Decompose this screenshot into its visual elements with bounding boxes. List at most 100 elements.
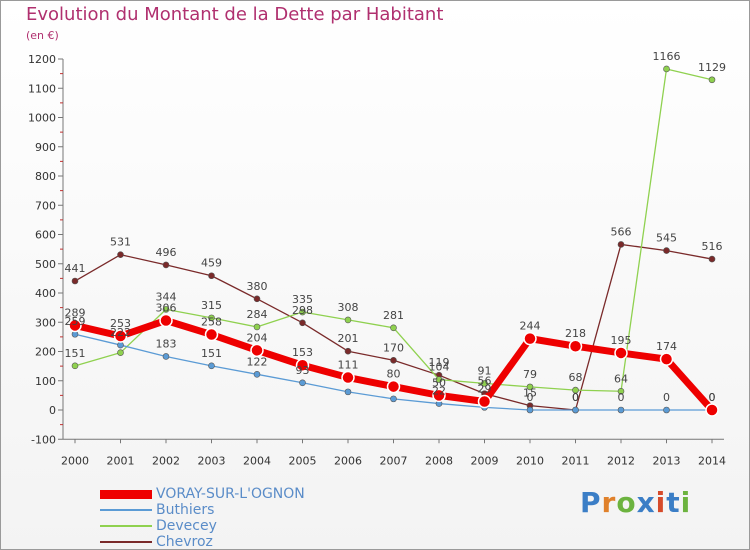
logo-letter: i: [655, 486, 667, 519]
data-point: [663, 406, 670, 414]
data-label: 50: [432, 376, 446, 389]
data-label: 153: [292, 346, 313, 359]
data-label: 204: [247, 331, 268, 344]
data-point: [481, 380, 488, 387]
legend-swatch: [100, 525, 152, 527]
y-tick-label: 1100: [28, 82, 56, 95]
data-label: 306: [156, 301, 177, 314]
logo-letter: P: [580, 486, 602, 519]
x-tick-label: 2002: [152, 454, 180, 467]
x-tick-label: 2009: [471, 454, 499, 467]
data-label: 56: [478, 375, 492, 388]
data-label: 218: [565, 327, 586, 340]
data-point: [299, 308, 306, 316]
data-label: 79: [523, 368, 537, 381]
data-label: 1129: [698, 61, 726, 74]
data-point: [568, 339, 583, 353]
data-point: [708, 255, 716, 263]
logo-letter: i: [680, 486, 692, 519]
data-label: 315: [201, 299, 222, 312]
legend-label: Chevroz: [156, 534, 213, 550]
data-point: [253, 295, 261, 303]
x-tick-label: 2008: [425, 454, 453, 467]
data-label: 93: [296, 364, 310, 377]
data-label: 380: [247, 280, 268, 293]
data-label: 344: [156, 290, 177, 303]
data-point: [617, 406, 625, 414]
data-point: [68, 318, 82, 333]
data-label: 308: [338, 301, 359, 314]
data-label: 183: [156, 337, 177, 350]
data-point: [435, 376, 443, 383]
x-tick-label: 2013: [653, 454, 681, 467]
data-point: [117, 341, 124, 349]
legend-item: Chevroz: [100, 534, 305, 550]
data-label: 258: [201, 316, 222, 329]
y-tick-label: 700: [35, 199, 56, 212]
data-label: 151: [201, 347, 222, 360]
data-label: 0: [618, 391, 625, 404]
data-label: 0: [572, 391, 579, 404]
data-label: 0: [709, 391, 716, 404]
data-label: 289: [65, 306, 86, 319]
data-label: 122: [247, 355, 268, 368]
legend-swatch: [100, 489, 152, 499]
data-point: [344, 316, 352, 324]
x-tick-label: 2012: [607, 454, 635, 467]
y-tick-label: 500: [35, 258, 56, 271]
data-point: [663, 247, 670, 254]
data-point: [71, 277, 79, 285]
data-point: [162, 353, 170, 360]
proxiti-logo: Proxiti: [580, 486, 691, 519]
data-point: [432, 388, 446, 403]
y-tick-label: 1200: [28, 53, 56, 66]
data-label: 64: [614, 372, 628, 385]
data-label: 531: [110, 236, 131, 249]
data-label: 91: [478, 364, 492, 377]
data-point: [523, 331, 537, 346]
data-label: 104: [429, 361, 450, 374]
y-tick-label: 0: [49, 404, 56, 417]
data-point: [390, 356, 397, 364]
data-label: 174: [656, 340, 677, 353]
data-label: 170: [383, 341, 404, 354]
chart-title: Evolution du Montant de la Dette par Hab…: [26, 4, 444, 25]
data-label: 222: [110, 326, 131, 339]
data-label: 151: [65, 347, 86, 360]
data-label: 0: [709, 391, 716, 404]
chart-unit-label: (en €): [26, 29, 59, 42]
data-label: 0: [663, 391, 670, 404]
data-label: 335: [292, 293, 313, 306]
x-tick-label: 2006: [334, 454, 362, 467]
data-point: [659, 352, 674, 366]
data-label: 298: [292, 304, 313, 317]
x-tick-label: 2005: [289, 454, 317, 467]
data-point: [341, 370, 355, 385]
data-label: 29: [478, 383, 492, 396]
data-point: [253, 371, 261, 378]
data-point: [162, 261, 170, 269]
data-label: 253: [110, 317, 131, 330]
legend-item: Buthiers: [100, 502, 305, 518]
logo-letter: x: [636, 486, 656, 519]
legend-item: VORAY-SUR-L'OGNON: [100, 486, 305, 502]
x-tick-label: 2014: [698, 454, 726, 467]
data-point: [71, 362, 79, 370]
data-label: 244: [520, 320, 541, 333]
logo-letter: r: [601, 486, 617, 519]
data-point: [572, 386, 579, 394]
legend-label: Devecey: [156, 518, 217, 534]
data-label: 111: [338, 359, 359, 372]
data-point: [526, 406, 534, 414]
data-point: [708, 76, 716, 84]
data-point: [390, 324, 397, 332]
x-tick-label: 2007: [380, 454, 408, 467]
data-label: 566: [611, 225, 632, 238]
legend-label: Buthiers: [156, 502, 215, 518]
x-tick-label: 2004: [243, 454, 271, 467]
data-point: [117, 349, 124, 356]
x-tick-label: 2010: [516, 454, 544, 467]
data-label: 516: [702, 240, 723, 253]
data-label: 441: [65, 262, 86, 275]
